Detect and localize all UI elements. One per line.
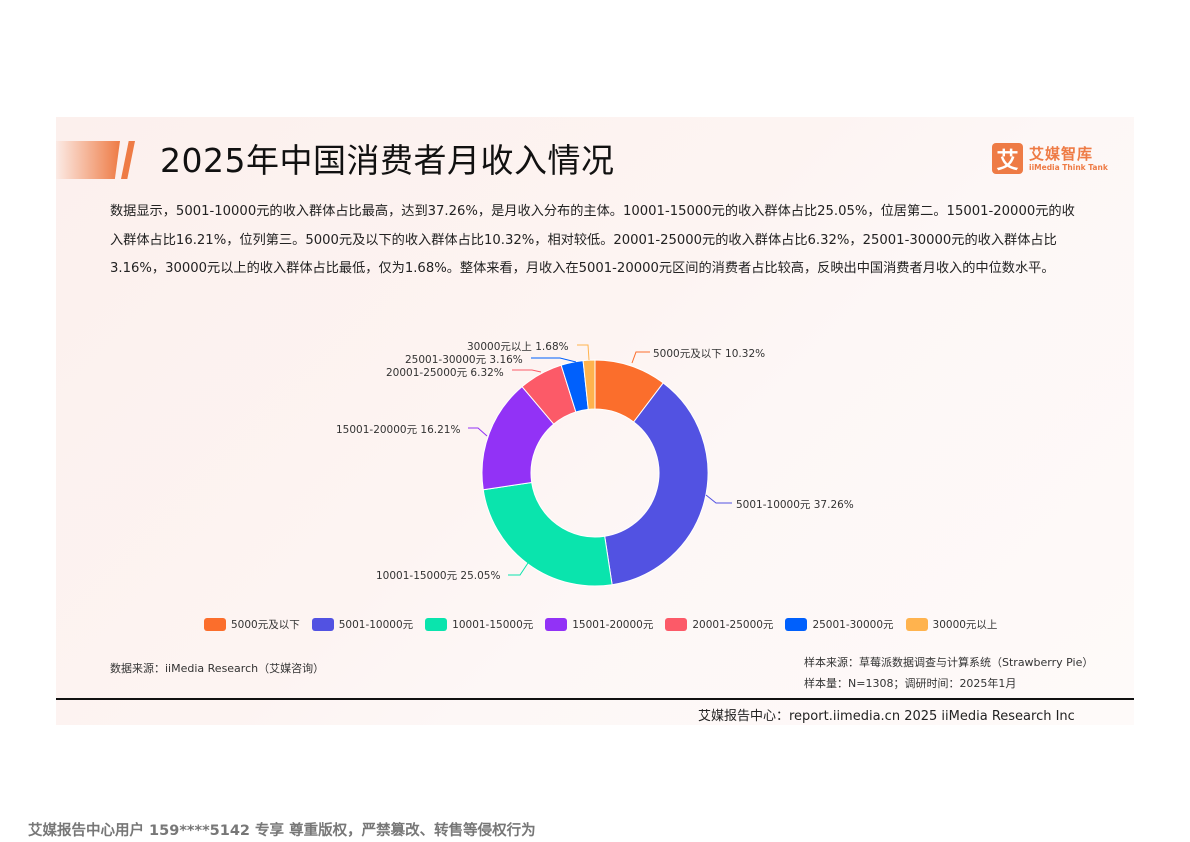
footer-divider xyxy=(56,698,1134,700)
description-text: 数据显示，5001-10000元的收入群体占比最高，达到37.26%，是月收入分… xyxy=(110,204,1075,276)
iimedia-logo: 艾 艾媒智库 iiMedia Think Tank xyxy=(992,143,1108,174)
logo-name-en: iiMedia Think Tank xyxy=(1029,162,1108,172)
legend-swatch xyxy=(905,618,928,631)
title-accent-bar xyxy=(56,141,120,179)
legend-label: 10001-15000元 xyxy=(452,619,534,631)
legend-swatch xyxy=(311,618,334,631)
legend-swatch xyxy=(785,618,808,631)
legend-label: 5001-10000元 xyxy=(338,619,414,631)
page-title: 2025年中国消费者月收入情况 xyxy=(160,141,615,180)
legend-item[interactable]: 15001-20000元 xyxy=(545,617,653,632)
logo-mark-icon: 艾 xyxy=(992,143,1023,174)
sample-source: 样本来源：草莓派数据调查与计算系统（Strawberry Pie） xyxy=(804,656,1094,669)
legend-label: 5000元及以下 xyxy=(231,619,300,631)
legend-swatch xyxy=(665,618,688,631)
legend-item[interactable]: 10001-15000元 xyxy=(425,617,533,632)
legend-swatch xyxy=(425,618,448,631)
legend-label: 25001-30000元 xyxy=(812,619,894,631)
legend-swatch xyxy=(204,618,226,631)
legend-swatch xyxy=(545,618,568,631)
legend-label: 20001-25000元 xyxy=(692,619,774,631)
legend-item[interactable]: 25001-30000元 xyxy=(785,617,894,632)
watermark-text: 艾媒报告中心用户 159****5142 专享 尊重版权，严禁篡改、转售等侵权行… xyxy=(28,823,536,839)
legend-item[interactable]: 5001-10000元 xyxy=(311,617,414,632)
legend-item[interactable]: 30000元以上 xyxy=(905,617,998,632)
sample-size-date: 样本量：N=1308；调研时间：2025年1月 xyxy=(804,677,1017,690)
legend-item[interactable]: 5000元及以下 xyxy=(204,617,300,632)
legend-item[interactable]: 20001-25000元 xyxy=(665,617,773,632)
footer-text: 艾媒报告中心：report.iimedia.cn 2025 iiMedia Re… xyxy=(698,709,1075,724)
data-source: 数据来源：iiMedia Research（艾媒咨询） xyxy=(110,662,325,675)
legend-label: 30000元以上 xyxy=(932,619,998,631)
logo-name-cn: 艾媒智库 xyxy=(1029,144,1094,163)
sample-info: 样本来源：草莓派数据调查与计算系统（Strawberry Pie） 样本量：N=… xyxy=(804,652,1093,694)
chart-legend: 5000元及以下 5001-10000元 10001-15000元 15001-… xyxy=(204,617,1009,632)
legend-label: 15001-20000元 xyxy=(572,619,654,631)
